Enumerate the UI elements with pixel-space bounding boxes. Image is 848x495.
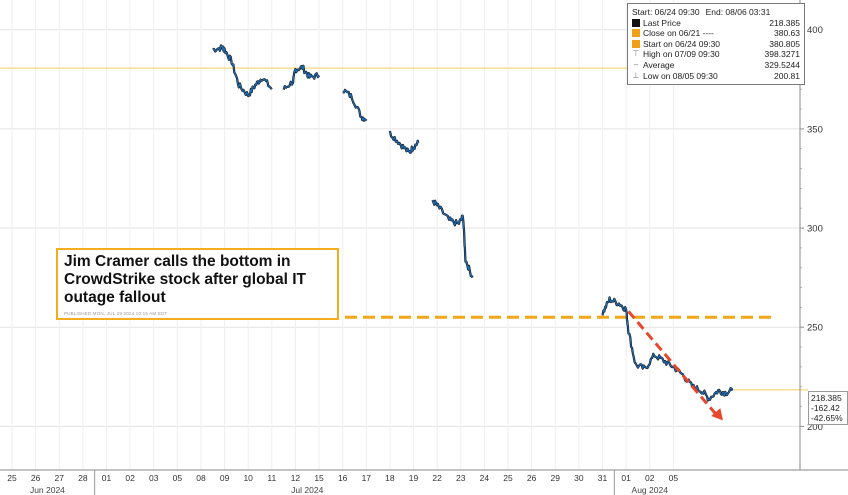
x-tick-label: 25 — [503, 473, 513, 483]
x-tick-label: 16 — [338, 473, 348, 483]
legend-entry: Close on 06/21 ---- 380.63 — [632, 28, 800, 39]
legend-swatch — [632, 18, 640, 27]
y-tick-label: 200 — [807, 422, 823, 433]
legend-swatch — [632, 29, 640, 38]
price-line — [212, 44, 733, 402]
x-tick-label: 03 — [149, 473, 159, 483]
callout-subtitle: PUBLISHED MON, JUL 29 2024 10:15 AM EDT — [64, 311, 168, 316]
x-tick-label: 02 — [125, 473, 135, 483]
legend-glyph: ⊤ — [632, 49, 640, 59]
legend-value: 200.81 — [774, 70, 800, 81]
headline-callout: Jim Cramer calls the bottom in CrowdStri… — [56, 248, 339, 320]
x-tick-label: 19 — [409, 473, 419, 483]
legend-entry: – Average 329.5244 — [632, 60, 800, 71]
legend-value: 398.3271 — [764, 49, 800, 60]
x-tick-label: 25 — [7, 473, 17, 483]
x-tick-label: 05 — [669, 473, 679, 483]
x-tick-label: 18 — [385, 473, 395, 483]
x-month-label: Jul 2024 — [291, 485, 323, 495]
legend-label: Average — [643, 59, 675, 70]
callout-title: Jim Cramer calls the bottom in CrowdStri… — [64, 253, 307, 306]
legend-start: Start: 06/24 09:30 — [632, 7, 700, 17]
legend-entry: ⊥ Low on 08/05 09:30 200.81 — [632, 71, 800, 82]
legend-value: 218.385 — [769, 17, 800, 28]
y-tick-label: 250 — [807, 323, 823, 334]
end-pct: -42.65% — [811, 413, 843, 423]
legend-value: 380.63 — [774, 28, 800, 39]
x-tick-label: 28 — [78, 473, 88, 483]
x-tick-label: 01 — [621, 473, 631, 483]
legend-label: Last Price — [643, 17, 681, 28]
legend-end: End: 08/06 03:31 — [705, 7, 771, 17]
x-month-label: Jun 2024 — [30, 485, 65, 495]
end-price-label: 218.385 -162.42 -42.65% — [808, 391, 848, 425]
x-tick-label: 23 — [456, 473, 466, 483]
x-tick-label: 17 — [362, 473, 372, 483]
x-tick-label: 24 — [480, 473, 490, 483]
x-tick-label: 08 — [196, 473, 206, 483]
end-price: 218.385 — [811, 393, 842, 403]
x-tick-label: 26 — [527, 473, 537, 483]
trend-arrow-line — [627, 310, 719, 417]
legend-value: 380.805 — [769, 38, 800, 49]
legend-label: Low on 08/05 09:30 — [643, 70, 718, 81]
legend-glyph: – — [633, 59, 639, 69]
trend-arrow-layer — [627, 310, 723, 421]
y-tick-label: 400 — [807, 25, 823, 36]
legend-glyph: ⊥ — [632, 70, 640, 80]
x-tick-label: 01 — [102, 473, 112, 483]
legend-label: High on 07/09 09:30 — [643, 49, 720, 60]
legend-label: Close on 06/21 ---- — [643, 28, 714, 39]
x-axis: 25 26 27 28 01 02 03 05 08 09 10 11 12 15 16 17 18 19 22 23… — [0, 469, 848, 495]
trend-arrow-head — [711, 408, 723, 421]
legend-value: 329.5244 — [764, 59, 800, 70]
x-tick-label: 09 — [220, 473, 230, 483]
legend-entry: ⊤ High on 07/09 09:30 398.3271 — [632, 49, 800, 60]
x-tick-label: 22 — [432, 473, 442, 483]
x-tick-label: 31 — [598, 473, 608, 483]
x-tick-label: 15 — [314, 473, 324, 483]
y-tick-label: 300 — [807, 224, 823, 235]
x-tick-label: 27 — [55, 473, 65, 483]
x-tick-label: 12 — [291, 473, 301, 483]
x-tick-label: 02 — [645, 473, 655, 483]
x-tick-label: 26 — [31, 473, 41, 483]
x-tick-label: 10 — [243, 473, 253, 483]
x-tick-label: 05 — [173, 473, 183, 483]
y-tick-label: 350 — [807, 124, 823, 135]
legend-entry: Last Price 218.385 — [632, 18, 800, 29]
x-month-label: Aug 2024 — [632, 485, 669, 495]
legend: Start: 06/24 09:30 End: 08/06 03:31 Last… — [627, 3, 805, 86]
x-tick-label: 29 — [551, 473, 561, 483]
legend-label: Start on 06/24 09:30 — [643, 38, 721, 49]
x-tick-label: 11 — [267, 473, 276, 483]
legend-entry: Start on 06/24 09:30 380.805 — [632, 39, 800, 50]
legend-rows: Last Price 218.385 Close on 06/21 ---- 380.… — [632, 18, 800, 82]
legend-swatch — [632, 40, 640, 49]
end-change: -162.42 — [811, 403, 840, 413]
x-tick-label: 30 — [574, 473, 584, 483]
legend-header: Start: 06/24 09:30 End: 08/06 03:31 — [632, 7, 800, 18]
series-layer — [212, 44, 734, 402]
